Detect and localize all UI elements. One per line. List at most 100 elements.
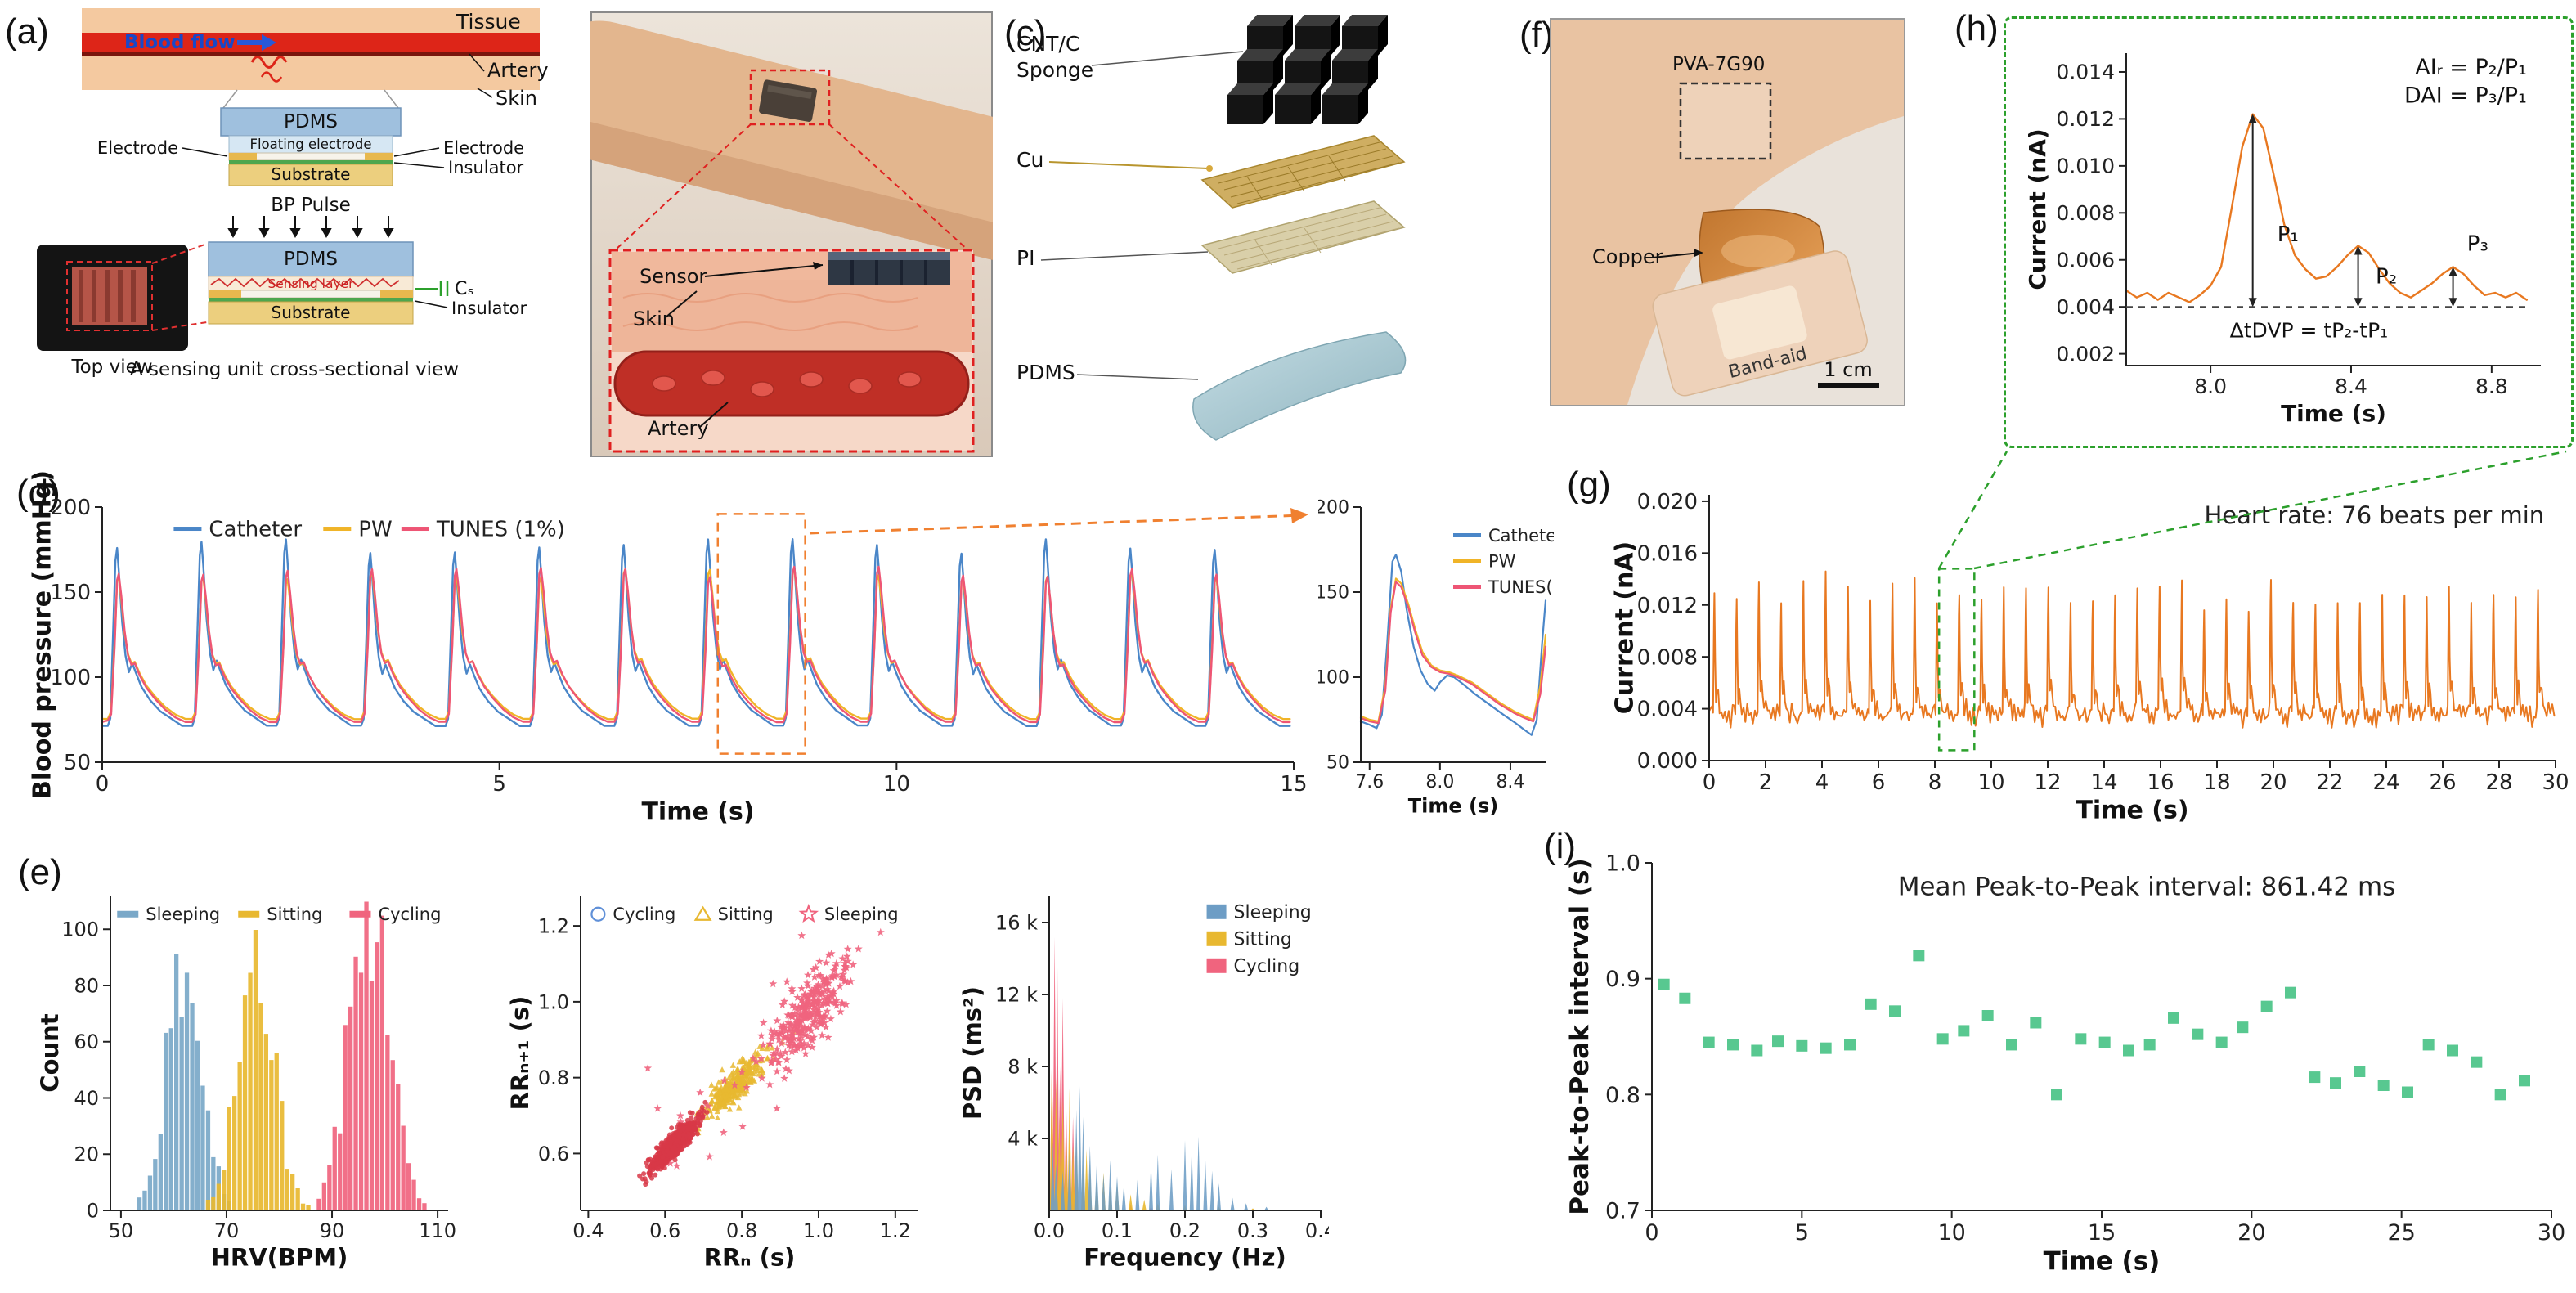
skin-label: Skin bbox=[496, 87, 537, 110]
svg-text:16 k: 16 k bbox=[995, 911, 1038, 934]
d_inset-svg: 7.6 8.0 8.4 50 100 150 200 Time (s) Catheter PW TU… bbox=[1315, 498, 1586, 818]
svg-text:8.4: 8.4 bbox=[2335, 375, 2367, 398]
svg-text:7.6: 7.6 bbox=[1355, 772, 1384, 792]
svg-text:0.012: 0.012 bbox=[1637, 594, 1698, 618]
wrist-sensor-patch bbox=[758, 79, 818, 122]
svg-text:25: 25 bbox=[2387, 1220, 2415, 1246]
svg-text:Cycling: Cycling bbox=[613, 905, 675, 924]
panel-f-photo: PVA-7G90 Copper Band-aid 1 cm bbox=[1550, 18, 1905, 406]
svg-text:30: 30 bbox=[2538, 1220, 2565, 1246]
top-view-label: Top view bbox=[70, 357, 152, 378]
svg-text:0.6: 0.6 bbox=[538, 1143, 569, 1165]
svg-text:1.2: 1.2 bbox=[880, 1219, 911, 1242]
svg-text:Sleeping: Sleeping bbox=[146, 905, 220, 924]
pdms-leader bbox=[1076, 374, 1199, 380]
svg-text:PSD (ms²): PSD (ms²) bbox=[958, 986, 986, 1120]
dvp-zoom-outline bbox=[2004, 16, 2574, 448]
skin-texture-line bbox=[622, 321, 918, 331]
svg-text:100: 100 bbox=[50, 666, 91, 690]
electrode-pad-bottom-left bbox=[209, 290, 241, 298]
blood-flow-band bbox=[82, 33, 540, 52]
panel-label-g: (g) bbox=[1567, 465, 1611, 505]
copper-label: Copper bbox=[1592, 245, 1663, 268]
pdms-label: PDMS bbox=[1016, 361, 1075, 384]
pva-film-outline bbox=[1679, 82, 1772, 160]
svg-text:20: 20 bbox=[2237, 1220, 2265, 1246]
svg-text:0.8: 0.8 bbox=[1605, 1083, 1640, 1108]
svg-text:Time (s): Time (s) bbox=[1408, 794, 1498, 817]
inset-connector-right bbox=[828, 123, 969, 251]
panel-c-exploded-view: CNT/C Sponge Cu PI bbox=[1016, 15, 1407, 441]
substrate-top-label: Substrate bbox=[272, 164, 351, 184]
pi-leader bbox=[1040, 251, 1209, 261]
svg-text:22: 22 bbox=[2316, 770, 2343, 795]
skin-leader bbox=[665, 290, 698, 318]
svg-text:150: 150 bbox=[50, 581, 91, 605]
panel-label-d: (d) bbox=[16, 473, 61, 513]
svg-text:TUNES(1%): TUNES(1%) bbox=[1488, 577, 1554, 597]
svg-text:Cycling: Cycling bbox=[378, 905, 441, 924]
substrate-bottom-block bbox=[208, 301, 414, 325]
svg-text:Peak-to-Peak interval (s): Peak-to-Peak interval (s) bbox=[1565, 858, 1595, 1214]
artery-leader-line bbox=[469, 53, 485, 72]
electrode-right-leader bbox=[393, 147, 440, 157]
pi-sheet bbox=[1200, 200, 1406, 274]
svg-text:Frequency (Hz): Frequency (Hz) bbox=[1084, 1244, 1286, 1272]
scale-label: 1 cm bbox=[1824, 358, 1872, 381]
sensing-layer-label: Sensing layer bbox=[267, 276, 354, 291]
svg-text:0.012: 0.012 bbox=[2056, 107, 2115, 131]
insulator-bottom-layer bbox=[209, 298, 413, 302]
svg-text:0.004: 0.004 bbox=[1637, 698, 1698, 722]
sensor-highlight-box bbox=[749, 69, 831, 126]
svg-text:40: 40 bbox=[74, 1087, 99, 1110]
chart-peak-to-peak-interval: 0 5 10 15 20 25 30 0.7 0.8 0.9 1.0 Time (s) Peak-to-… bbox=[1558, 822, 2576, 1288]
svg-text:18: 18 bbox=[2203, 770, 2230, 795]
svg-text:PW: PW bbox=[1488, 551, 1516, 571]
panel-b-photo: Sensor Skin Artery bbox=[590, 11, 993, 457]
panel-label-c: (c) bbox=[1004, 13, 1047, 53]
svg-text:0.1: 0.1 bbox=[1102, 1219, 1133, 1242]
svg-text:Sitting: Sitting bbox=[267, 905, 322, 924]
svg-text:6: 6 bbox=[1872, 770, 1886, 795]
cu-leader bbox=[1048, 161, 1209, 169]
cntc-sponge-label-line1: CNT/C bbox=[1016, 32, 1079, 56]
insulator-bottom-leader bbox=[414, 300, 448, 308]
svg-text:24: 24 bbox=[2372, 770, 2399, 795]
i_p2p-svg: 0 5 10 15 20 25 30 0.7 0.8 0.9 1.0 Time (s) Peak-to-… bbox=[1565, 851, 2565, 1276]
svg-text:Catheter: Catheter bbox=[209, 518, 302, 542]
inset-connector-left bbox=[614, 123, 752, 251]
blood-flow-arrow-icon bbox=[237, 34, 276, 51]
svg-text:4: 4 bbox=[1815, 770, 1829, 795]
top-view-highlight-box bbox=[66, 261, 153, 331]
artery-wall bbox=[82, 52, 540, 56]
svg-text:P₃: P₃ bbox=[2467, 231, 2488, 256]
svg-text:Sitting: Sitting bbox=[1234, 930, 1292, 950]
svg-text:8.4: 8.4 bbox=[1496, 772, 1524, 792]
svg-text:Time (s): Time (s) bbox=[2076, 797, 2188, 825]
svg-text:15: 15 bbox=[1280, 772, 1307, 797]
inset-sensor-slab-top bbox=[828, 252, 950, 260]
panel-label-a: (a) bbox=[5, 11, 49, 52]
pva-label: PVA-7G90 bbox=[1672, 54, 1765, 75]
svg-text:0.010: 0.010 bbox=[2056, 155, 2115, 178]
svg-text:200: 200 bbox=[50, 496, 91, 520]
svg-text:P₁: P₁ bbox=[2278, 222, 2299, 247]
svg-text:28: 28 bbox=[2485, 770, 2512, 795]
chart-psd-spectrum: 0.0 0.1 0.2 0.3 0.4 4 k 8 k 12 k 16 k Frequency (… bbox=[953, 851, 1336, 1288]
inset-skin-label: Skin bbox=[633, 308, 675, 330]
svg-text:HRV(BPM): HRV(BPM) bbox=[211, 1244, 348, 1272]
svg-text:8 k: 8 k bbox=[1008, 1055, 1038, 1078]
cnt-sponge-cubes bbox=[1227, 15, 1388, 124]
pdms-top-label: PDMS bbox=[284, 111, 338, 132]
cs-label: Cₛ bbox=[455, 279, 474, 299]
svg-text:PW: PW bbox=[358, 518, 392, 542]
svg-text:0.3: 0.3 bbox=[1237, 1219, 1268, 1242]
svg-text:DAI = P₃/P₁: DAI = P₃/P₁ bbox=[2404, 83, 2527, 108]
chart-dvp-zoom: 8.0 8.4 8.8 0.002 0.004 0.006 0.008 0.010 0.012 0… bbox=[2016, 25, 2565, 438]
svg-text:Current (nA): Current (nA) bbox=[2024, 128, 2051, 290]
pdms-sheet bbox=[1192, 331, 1407, 441]
svg-text:12: 12 bbox=[2034, 770, 2061, 795]
svg-text:P₂: P₂ bbox=[2376, 264, 2397, 289]
insulator-top-label: Insulator bbox=[448, 158, 524, 177]
